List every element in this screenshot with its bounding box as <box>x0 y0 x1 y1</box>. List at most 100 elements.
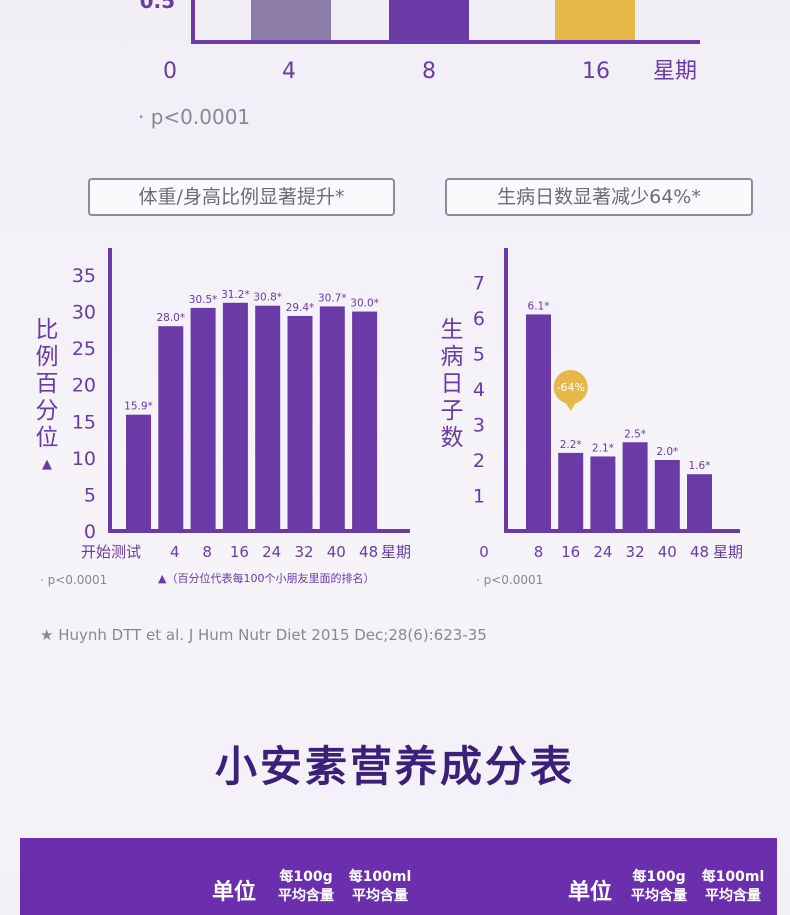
bar-5 <box>287 315 313 531</box>
table-right-col1-line1: 每100g <box>632 869 686 885</box>
y-tick-label-2: 10 <box>72 448 96 470</box>
pill-left-title: 体重/身高比例显著提升* <box>88 178 395 216</box>
y-tick-label-4: 20 <box>72 375 96 397</box>
x-tick-label-4: 40 <box>658 543 677 561</box>
table-right-col2: 每100ml 平均含量 <box>695 868 771 906</box>
table-left-col1: 每100g 平均含量 <box>270 868 342 906</box>
y-tick-label-5: 6 <box>473 308 485 330</box>
x-tick-label-1: 16 <box>561 543 580 561</box>
y-axis-label-char-4: 位 <box>36 425 59 451</box>
y-axis-label-char-3: 分 <box>36 398 59 424</box>
y-tick-label-0: 1 <box>473 486 485 508</box>
bar-5 <box>687 474 712 531</box>
table-left-col2-line1: 每100ml <box>348 869 412 885</box>
y-axis-label-char-3: 子 <box>441 398 464 424</box>
top-x-tick-0: 0 <box>163 59 177 84</box>
x-tick-label-0: 8 <box>534 543 544 561</box>
bar-value-label-0: 15.9* <box>124 401 153 413</box>
table-left-unit: 单位 <box>212 880 257 905</box>
bar-2 <box>590 456 616 531</box>
top-chart: 0.5 0 4 8 16 星期 · p<0.0001 <box>138 0 700 129</box>
top-x-unit: 星期 <box>653 59 697 84</box>
bar-3 <box>622 442 648 531</box>
x-tick-label-3: 16 <box>230 543 249 561</box>
footnote-percentile: ▲（百分位代表每100个小朋友里面的排名） <box>158 571 374 585</box>
y-tick-label-1: 2 <box>473 450 485 472</box>
table-right-col1-line2: 平均含量 <box>631 888 687 904</box>
x-tick-label-0: 开始测试 <box>81 543 141 561</box>
bar-1 <box>558 452 584 531</box>
y-tick-label-3: 4 <box>473 379 485 401</box>
bar-value-label-3: 2.5* <box>624 428 646 440</box>
bar-7 <box>352 311 378 531</box>
y-tick-label-6: 30 <box>72 302 96 324</box>
table-right-col1: 每100g 平均含量 <box>623 868 695 906</box>
callout-label: -64% <box>556 381 584 394</box>
x-axis-unit: 星期 <box>713 543 743 561</box>
bar-4 <box>255 305 281 531</box>
bar-value-label-4: 2.0* <box>656 446 678 458</box>
y-axis-label-char-2: 日 <box>441 371 464 397</box>
footnote-p-value: · p<0.0001 <box>476 573 543 587</box>
bar-0 <box>526 314 551 531</box>
y-tick-label-0: 0 <box>84 521 96 543</box>
bar-2 <box>190 307 216 531</box>
bar-value-label-1: 28.0* <box>156 312 185 324</box>
top-note: · p<0.0001 <box>138 105 250 129</box>
bar-4 <box>654 460 680 531</box>
x-tick-label-1: 4 <box>170 543 180 561</box>
x-tick-label-5: 32 <box>294 543 313 561</box>
bar-value-label-0: 6.1* <box>528 300 550 312</box>
callout-pointer <box>564 401 577 411</box>
y-axis-label-char-4: 数 <box>441 425 464 451</box>
top-bar-4 <box>251 0 331 41</box>
table-left-col2-line2: 平均含量 <box>352 888 408 904</box>
bar-3 <box>222 302 248 531</box>
table-right-col2-line2: 平均含量 <box>705 888 761 904</box>
x-tick-label-5: 48 <box>690 543 709 561</box>
page-title: 小安素营养成分表 <box>214 742 575 791</box>
bar-value-label-3: 31.2* <box>221 289 250 301</box>
y-tick-label-1: 5 <box>84 484 96 506</box>
x-tick-label-4: 24 <box>262 543 281 561</box>
bar-1 <box>158 326 184 531</box>
y-tick-label-2: 3 <box>473 415 485 437</box>
bar-0 <box>126 414 151 531</box>
pill-right-title: 生病日数显著减少64%* <box>445 178 753 216</box>
footnote-p-value: · p<0.0001 <box>40 573 107 587</box>
bar-value-label-5: 29.4* <box>286 302 315 314</box>
y-tick-label-6: 7 <box>473 273 485 295</box>
bar-6 <box>319 306 345 531</box>
bar-value-label-7: 30.0* <box>350 298 379 310</box>
bar-value-label-4: 30.8* <box>253 292 282 304</box>
callout-bubble <box>553 370 588 404</box>
y-axis-label-marker: ▲ <box>42 457 52 472</box>
table-right-unit: 单位 <box>568 880 613 905</box>
top-bar-8 <box>389 0 469 41</box>
y-tick-label-5: 25 <box>72 338 96 360</box>
y-axis-label-char-1: 病 <box>441 344 464 370</box>
x-axis-unit: 星期 <box>381 543 411 561</box>
bar-value-label-2: 30.5* <box>189 294 218 306</box>
bar-value-label-5: 1.6* <box>689 460 711 472</box>
x-tick-label-3: 32 <box>626 543 645 561</box>
y-tick-label-3: 15 <box>72 411 96 433</box>
table-right-col2-line1: 每100ml <box>701 869 765 885</box>
citation: ★ Huynh DTT et al. J Hum Nutr Diet 2015 … <box>40 626 487 644</box>
table-left-col1-line1: 每100g <box>279 869 333 885</box>
bar-value-label-2: 2.1* <box>592 442 614 454</box>
table-left-col1-line2: 平均含量 <box>278 888 334 904</box>
x-tick-label-2: 8 <box>202 543 212 561</box>
table-left-col2: 每100ml 平均含量 <box>342 868 418 906</box>
y-tick-label-4: 5 <box>473 344 485 366</box>
y-axis-label-char-0: 比 <box>36 317 59 343</box>
top-x-tick-16: 16 <box>582 59 610 84</box>
x-tick-label-2: 24 <box>593 543 612 561</box>
top-y-tick: 0.5 <box>140 0 175 13</box>
x-origin-label: 0 <box>479 543 489 561</box>
top-bar-16 <box>555 0 635 41</box>
bar-value-label-6: 30.7* <box>318 292 347 304</box>
top-x-tick-4: 4 <box>282 59 296 84</box>
